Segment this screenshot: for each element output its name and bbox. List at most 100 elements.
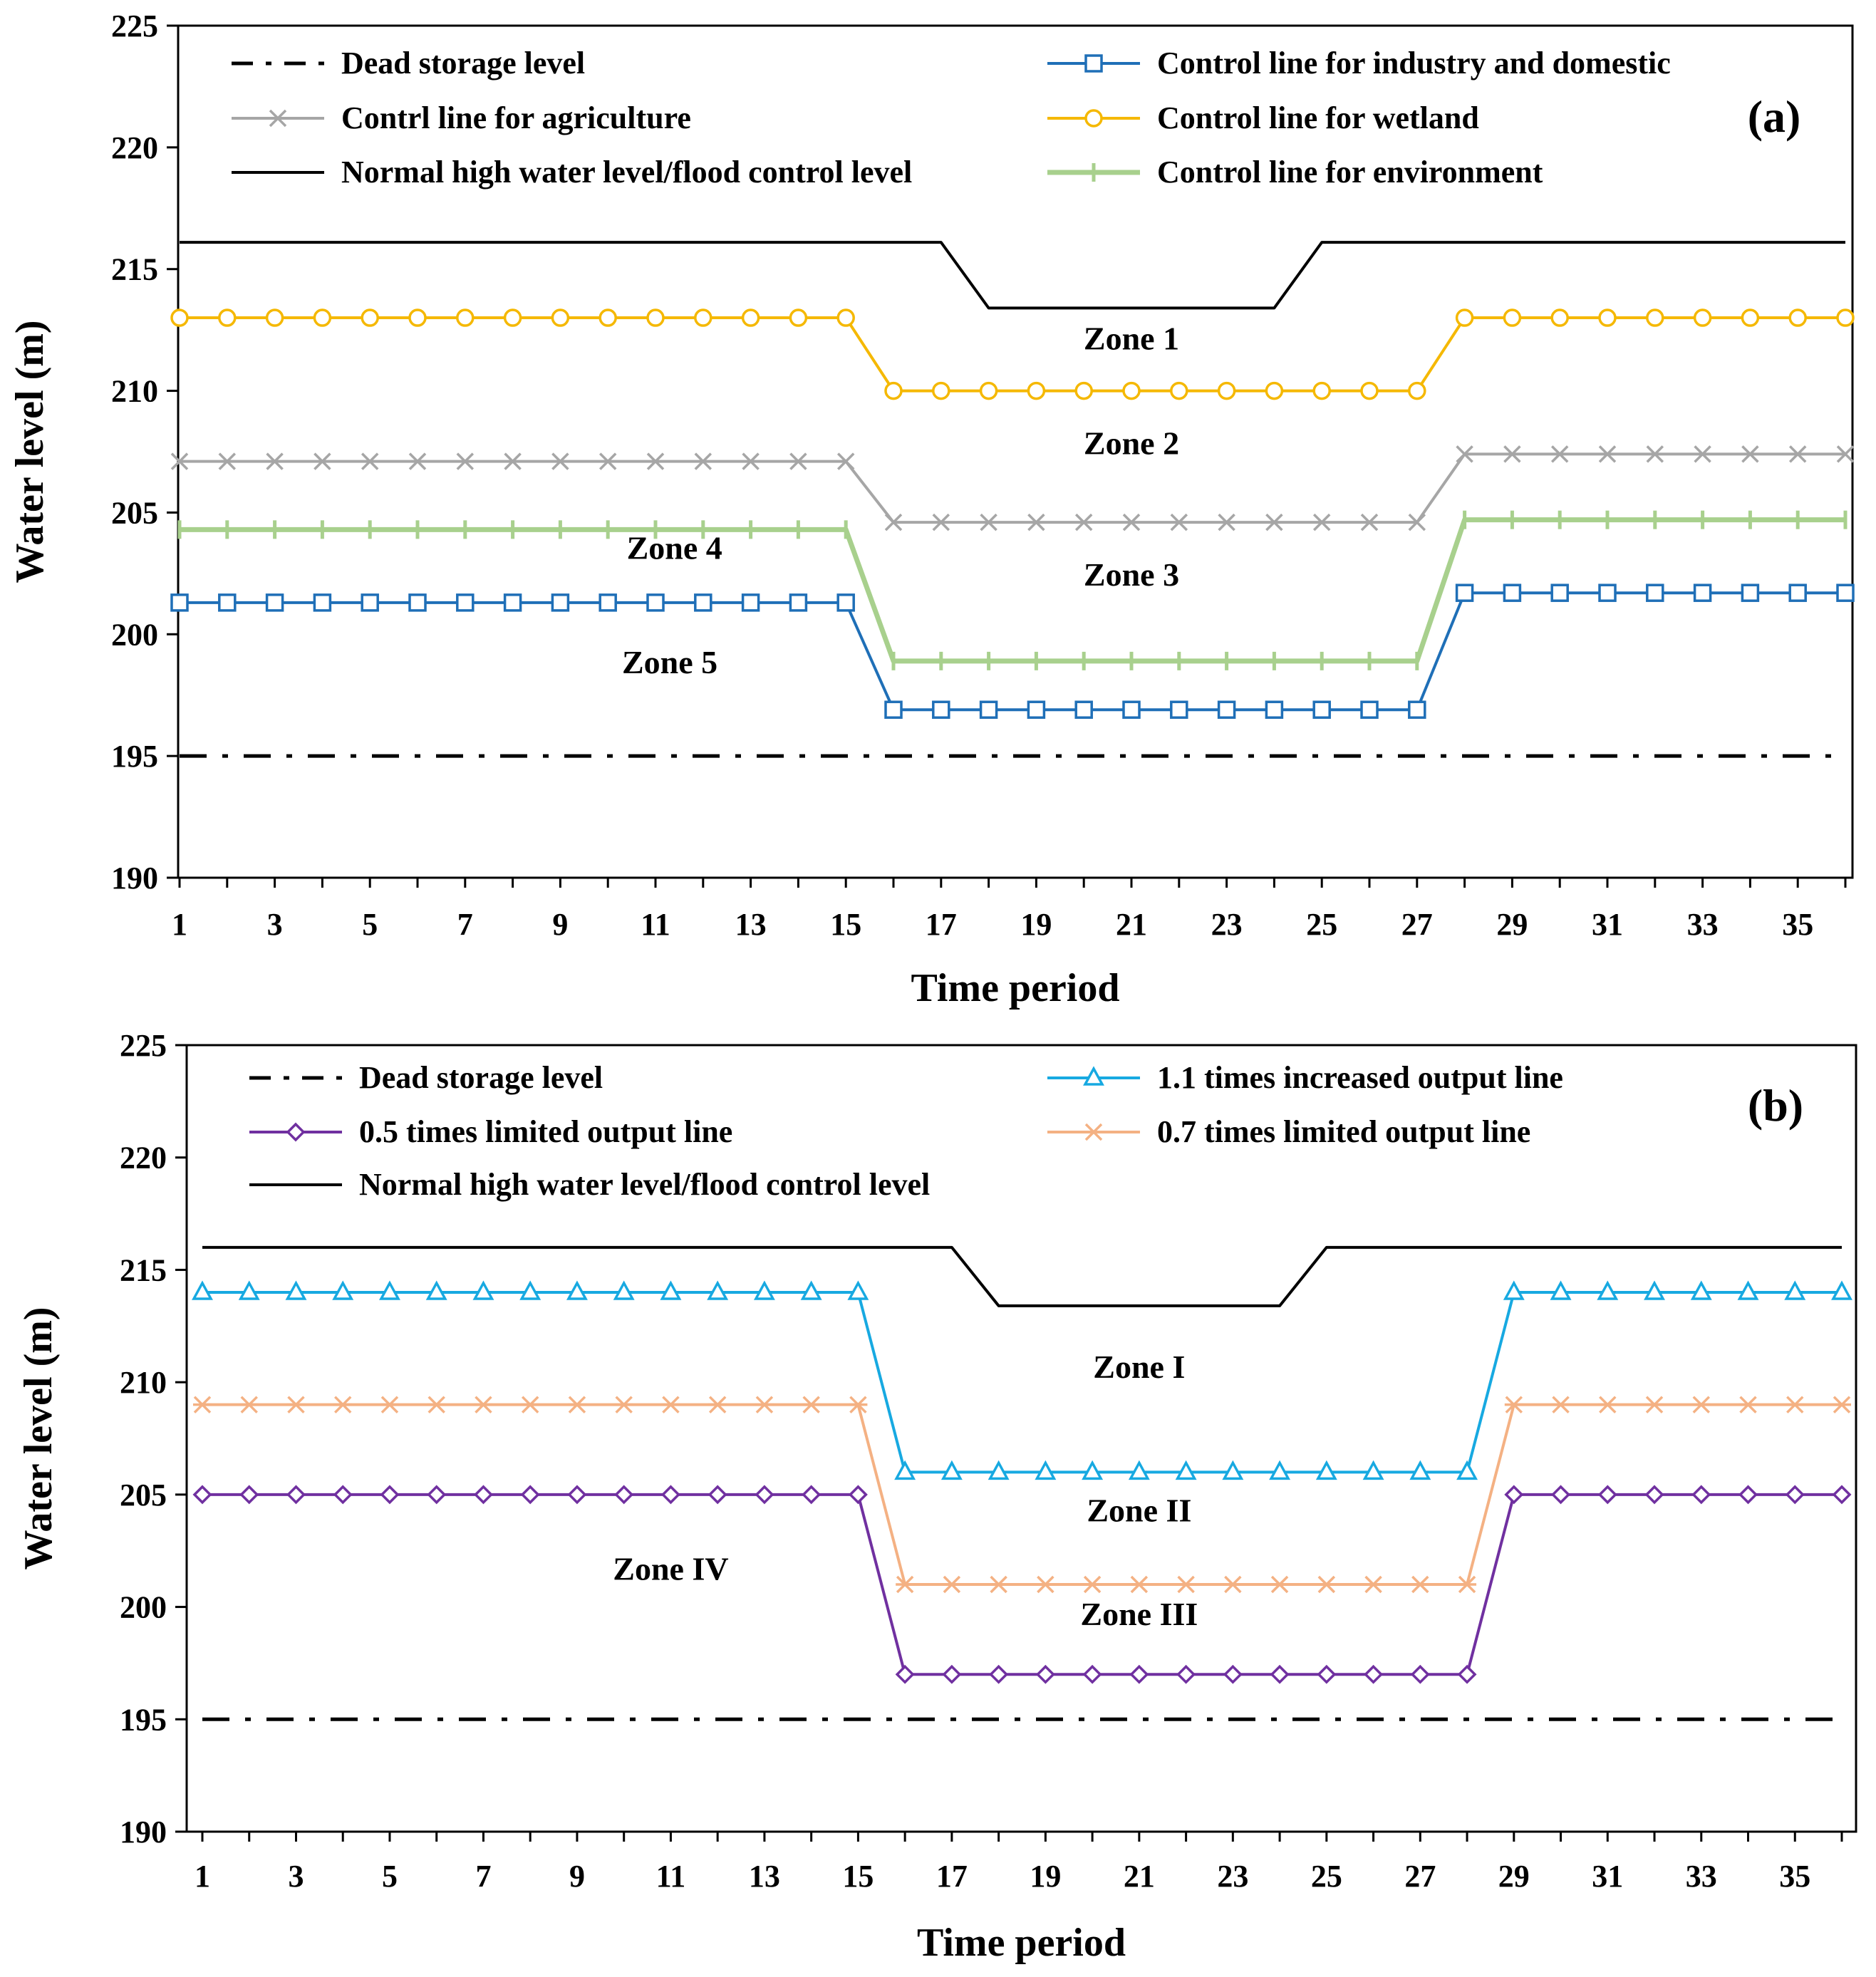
x-tick-label: 3 <box>288 1859 304 1894</box>
series-0-5-times-limited-output-line <box>192 1485 1852 1684</box>
legend-item: Dead storage level <box>249 1060 603 1095</box>
data-point <box>1128 1460 1150 1480</box>
legend-label: Control line for wetland <box>1157 100 1479 135</box>
data-point <box>192 1485 212 1505</box>
data-point <box>218 593 237 612</box>
data-point <box>286 1396 306 1413</box>
data-point <box>1035 1664 1055 1684</box>
legend-item: Control line for environment <box>1047 155 1543 190</box>
data-point <box>1360 381 1379 400</box>
data-point <box>1360 700 1379 719</box>
data-point <box>646 308 665 327</box>
data-point <box>1122 700 1141 719</box>
legend: Dead storage level 1.1 times increased ou… <box>249 1060 1563 1202</box>
data-point <box>425 1280 447 1300</box>
data-point <box>1788 445 1807 463</box>
y-tick-label: 195 <box>111 739 158 774</box>
x-tick-label: 11 <box>656 1859 686 1894</box>
data-point <box>1551 1485 1571 1505</box>
data-point <box>1074 700 1093 719</box>
x-tick-label: 29 <box>1498 1859 1530 1894</box>
zone-label: Zone 1 <box>1084 320 1179 356</box>
x-tick-label: 1 <box>172 907 187 942</box>
data-point <box>503 593 522 612</box>
data-point <box>1644 1485 1664 1505</box>
data-point <box>895 1664 915 1684</box>
data-point <box>755 1396 774 1413</box>
data-point <box>1598 583 1617 602</box>
data-point <box>1457 1664 1477 1684</box>
data-point <box>218 308 237 327</box>
data-point <box>932 513 950 531</box>
data-point <box>660 1280 682 1300</box>
data-point <box>361 452 379 470</box>
data-point <box>380 1396 399 1413</box>
data-point <box>1646 583 1664 602</box>
legend-label: 1.1 times increased output line <box>1157 1060 1563 1095</box>
data-point <box>789 593 808 612</box>
data-point <box>1550 583 1569 602</box>
x-tick-label: 23 <box>1217 1859 1248 1894</box>
data-point <box>170 452 189 470</box>
data-point <box>1788 583 1807 602</box>
data-point <box>1312 700 1331 719</box>
data-point <box>504 452 522 470</box>
x-tick-label: 15 <box>830 907 861 942</box>
data-point <box>1082 1664 1102 1684</box>
data-point <box>520 1485 540 1505</box>
legend-item: 0.7 times limited output line <box>1047 1114 1530 1149</box>
data-point <box>1027 700 1046 719</box>
x-tick-label: 23 <box>1211 907 1243 942</box>
x-axis-title: Time period <box>911 966 1120 1010</box>
data-point <box>894 1460 916 1480</box>
legend-item: Contrl line for agriculture <box>232 100 691 135</box>
y-tick-label: 220 <box>120 1141 167 1176</box>
data-point <box>1832 1485 1852 1505</box>
x-axis-title: Time period <box>917 1921 1126 1965</box>
data-point <box>1503 583 1522 602</box>
x-tick-label: 13 <box>749 1859 780 1894</box>
data-point <box>932 700 950 719</box>
data-point <box>1027 513 1045 531</box>
data-point <box>456 308 475 327</box>
series-1-1-times-increased-output-line <box>192 1280 1852 1480</box>
series-normal-high-water-level-flood-control-level <box>202 1245 1842 1307</box>
data-point <box>836 308 855 327</box>
y-tick-label: 195 <box>120 1702 167 1737</box>
x-tick-label: 29 <box>1496 907 1528 942</box>
legend-item: Normal high water level/flood control le… <box>249 1167 930 1202</box>
data-point <box>1409 1460 1431 1480</box>
data-point <box>741 593 760 612</box>
data-point <box>940 1460 963 1480</box>
data-point <box>694 452 712 470</box>
data-point <box>333 1485 353 1505</box>
data-point <box>789 452 807 470</box>
x-tick-label: 21 <box>1116 907 1147 942</box>
data-point <box>1694 445 1711 463</box>
data-point <box>753 1280 775 1300</box>
x-tick-label: 15 <box>842 1859 874 1894</box>
data-point <box>598 452 617 470</box>
data-point <box>1691 1485 1711 1505</box>
data-point <box>1410 1664 1430 1684</box>
x-tick-label: 25 <box>1306 907 1337 942</box>
legend-label: Normal high water level/flood control le… <box>359 1167 930 1202</box>
data-point <box>1129 1575 1149 1594</box>
data-point <box>1315 1460 1337 1480</box>
y-tick-label: 190 <box>120 1815 167 1849</box>
data-point <box>408 593 427 612</box>
data-point <box>848 1485 868 1505</box>
data-point <box>1645 1396 1664 1413</box>
series-normal-high-water-level-flood-control-level <box>180 241 1845 310</box>
data-point <box>1082 1460 1104 1480</box>
zone-label: Zone II <box>1087 1493 1191 1529</box>
y-tick-label: 205 <box>120 1478 167 1512</box>
data-point <box>193 1396 212 1413</box>
data-point <box>1317 1664 1337 1684</box>
series-control-line-for-wetland <box>170 308 1855 400</box>
x-tick-label: 7 <box>457 907 473 942</box>
data-point <box>942 1664 962 1684</box>
data-point <box>661 1396 680 1413</box>
data-point <box>1223 1664 1243 1684</box>
data-point <box>1597 1485 1617 1505</box>
